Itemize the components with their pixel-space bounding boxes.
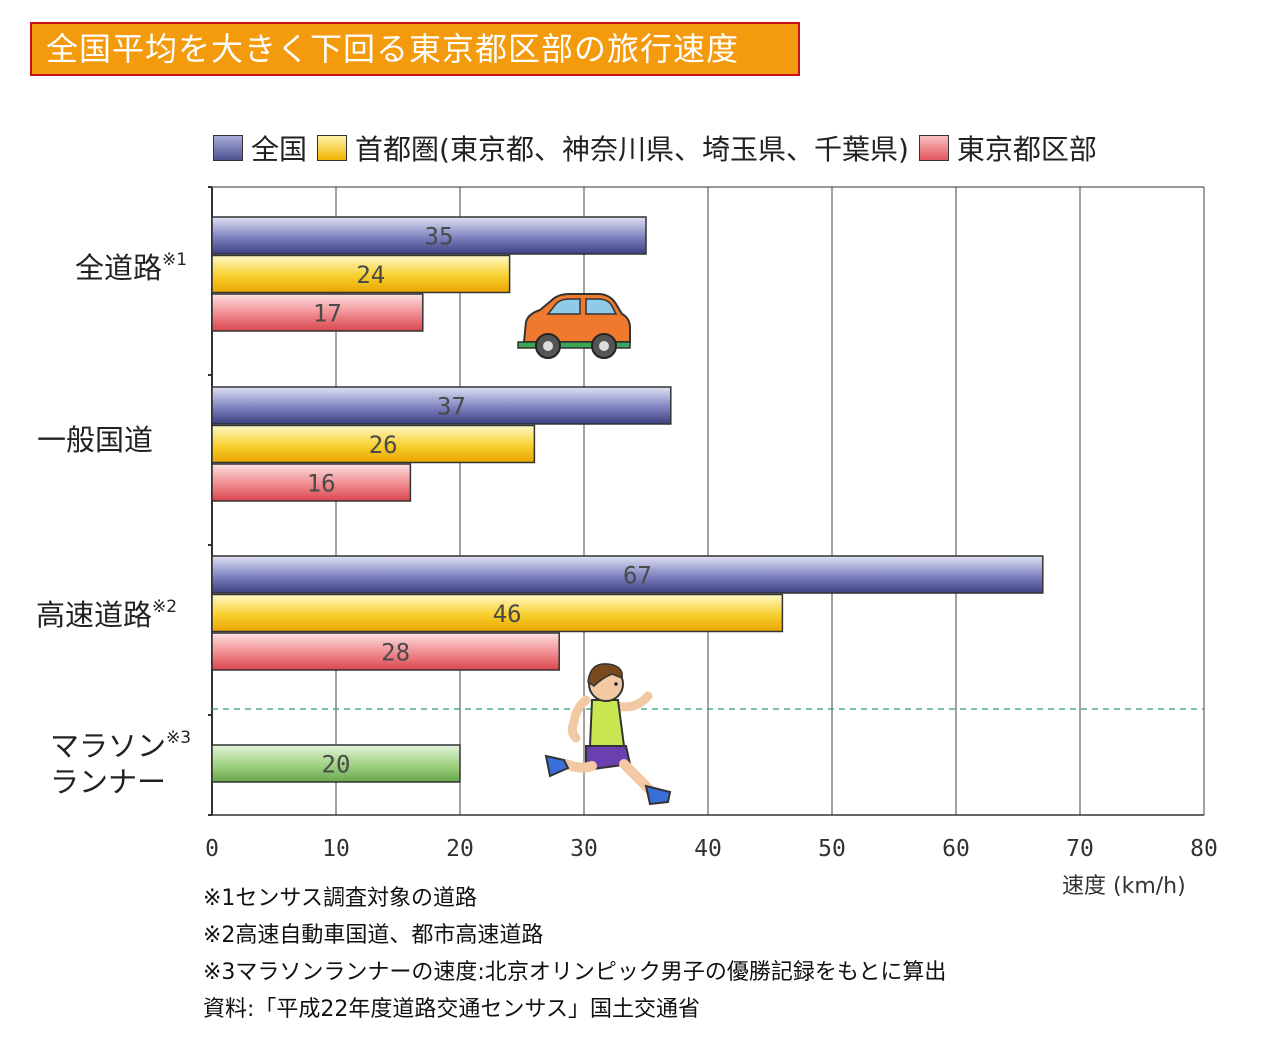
- bar-group1-series2: [211, 463, 412, 502]
- bar-group0-series2: [211, 293, 424, 332]
- x-tick-label-10: 10: [322, 836, 350, 862]
- legend-label-metro: 首都圏(東京都、神奈川県、埼玉県、千葉県): [355, 133, 909, 166]
- bar-value-label-group0-series2: 17: [313, 300, 342, 328]
- x-tick-label-0: 0: [205, 836, 219, 862]
- category-label-all-roads: 全道路※1: [75, 248, 187, 288]
- category-label-marathon-line2: ランナー: [50, 765, 167, 799]
- x-tick-label-60: 60: [942, 836, 970, 862]
- bar-value-label-group1-series0: 37: [437, 393, 466, 421]
- legend: 全国 首都圏(東京都、神奈川県、埼玉県、千葉県) 東京都区部: [213, 128, 1107, 168]
- category-label-all-roads-text: 全道路: [75, 251, 163, 285]
- x-tick-label-20: 20: [446, 836, 474, 862]
- footnote-1: ※1センサス調査対象の道路: [203, 886, 477, 911]
- note-mark-3: ※3: [166, 728, 192, 748]
- bar-value-label-group2-series1: 46: [493, 600, 522, 628]
- bar-value-label-group1-series2: 16: [307, 470, 336, 498]
- category-label-marathon-line1: マラソン: [50, 729, 167, 763]
- car-icon: [517, 293, 631, 359]
- bar-group1-series1: [211, 424, 536, 464]
- legend-item-tokyo: 東京都区部: [918, 128, 1097, 168]
- x-tick-label-70: 70: [1066, 836, 1094, 862]
- category-label-marathon: マラソン※3 ランナー: [50, 728, 191, 800]
- bar-group2-series0: [211, 555, 1044, 594]
- bar-value-label-marathon: 20: [322, 751, 351, 779]
- bar-group0-series0: [211, 216, 647, 255]
- footnotes: ※1センサス調査対象の道路 ※2高速自動車国道、都市高速道路 ※3マラソンランナ…: [203, 880, 946, 1028]
- footnote-source: 資料:「平成22年度道路交通センサス」国土交通省: [203, 997, 700, 1022]
- bar-value-label-group2-series0: 67: [623, 562, 652, 590]
- x-axis-title: 速度 (km/h): [1062, 874, 1186, 899]
- legend-label-national: 全国: [251, 133, 308, 166]
- category-label-expressway: 高速道路※2: [36, 595, 177, 635]
- bar-group2-series2: [211, 632, 560, 671]
- x-tick-label-30: 30: [570, 836, 598, 862]
- x-tick-label-50: 50: [818, 836, 846, 862]
- legend-swatch-national: [213, 135, 243, 161]
- bar-marathon: [211, 744, 461, 783]
- footnote-2: ※2高速自動車国道、都市高速道路: [203, 923, 544, 948]
- legend-item-metro: 首都圏(東京都、神奈川県、埼玉県、千葉県): [317, 128, 909, 168]
- legend-label-tokyo: 東京都区部: [956, 133, 1097, 166]
- bar-value-label-group1-series1: 26: [369, 431, 398, 459]
- category-label-expressway-text: 高速道路: [36, 598, 153, 632]
- footnote-3: ※3マラソンランナーの速度:北京オリンピック男子の優勝記録をもとに算出: [203, 960, 947, 985]
- x-tick-label-80: 80: [1190, 836, 1218, 862]
- runner-icon: [544, 663, 672, 806]
- chart-title: 全国平均を大きく下回る東京都区部の旅行速度: [30, 22, 800, 76]
- bar-group0-series1: [211, 254, 511, 294]
- bar-group2-series1: [211, 593, 784, 633]
- bar-value-label-group2-series2: 28: [381, 639, 410, 667]
- note-mark-1: ※1: [162, 250, 188, 270]
- legend-swatch-metro: [317, 135, 348, 161]
- category-label-national-highway: 一般国道: [37, 420, 153, 460]
- bar-group1-series0: [211, 386, 672, 425]
- legend-item-national: 全国: [213, 128, 307, 168]
- x-tick-label-40: 40: [694, 836, 722, 862]
- bar-value-label-group0-series0: 35: [425, 223, 454, 251]
- note-mark-2: ※2: [152, 597, 178, 617]
- category-label-national-highway-text: 一般国道: [37, 423, 154, 457]
- bar-value-label-group0-series1: 24: [356, 261, 385, 289]
- legend-swatch-tokyo: [918, 135, 949, 161]
